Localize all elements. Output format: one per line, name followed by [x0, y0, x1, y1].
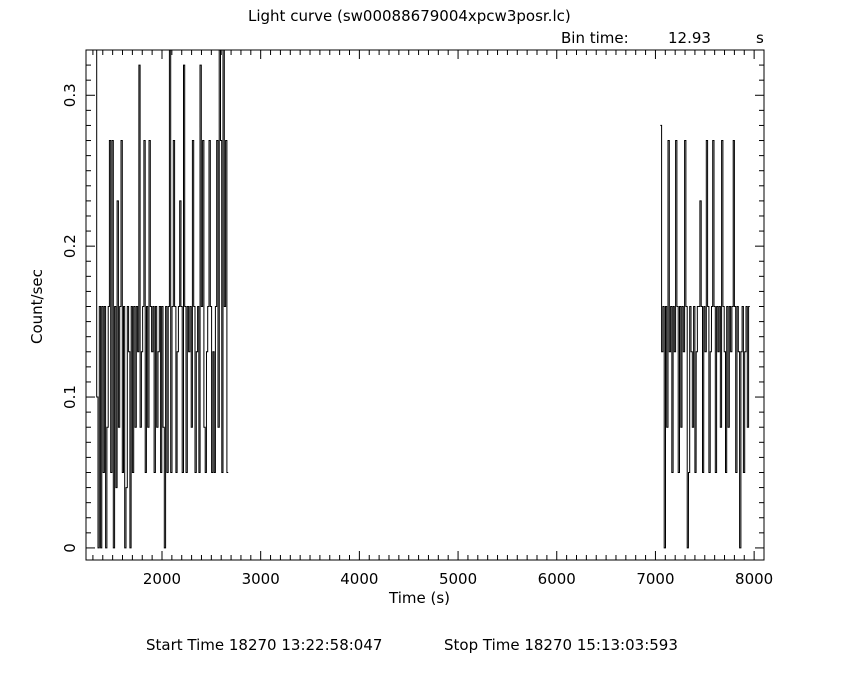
series-line-1 [95, 49, 229, 549]
x-tick-label: 2000 [143, 570, 181, 588]
light-curve-series [95, 49, 750, 549]
x-axis-label: Time (s) [389, 589, 450, 607]
x-tick-label: 7000 [636, 570, 674, 588]
x-tick-label: 3000 [242, 570, 280, 588]
tick-labels: 2000 3000 4000 5000 6000 7000 8000 0 0.1 0.2 0.3 [61, 83, 773, 588]
x-tick-label: 6000 [538, 570, 576, 588]
bin-time-value: 12.93 [668, 29, 711, 47]
y-tick-label: 0 [61, 543, 79, 553]
start-time: Start Time 18270 13:22:58:047 [146, 636, 383, 654]
bin-time-unit: s [756, 29, 764, 47]
stop-time: Stop Time 18270 15:13:03:593 [444, 636, 678, 654]
x-tick-label: 4000 [340, 570, 378, 588]
plot-frame [85, 49, 765, 561]
series-line-2 [660, 124, 750, 549]
axis-ticks [86, 50, 764, 560]
y-tick-label: 0.3 [61, 83, 79, 107]
y-axis-label: Count/sec [28, 269, 46, 344]
x-tick-label: 5000 [439, 570, 477, 588]
y-tick-label: 0.1 [61, 385, 79, 409]
chart-title: Light curve (sw00088679004xpcw3posr.lc) [248, 7, 571, 25]
bin-time-label: Bin time: [561, 29, 629, 47]
y-tick-label: 0.2 [61, 234, 79, 258]
x-tick-label: 8000 [735, 570, 773, 588]
